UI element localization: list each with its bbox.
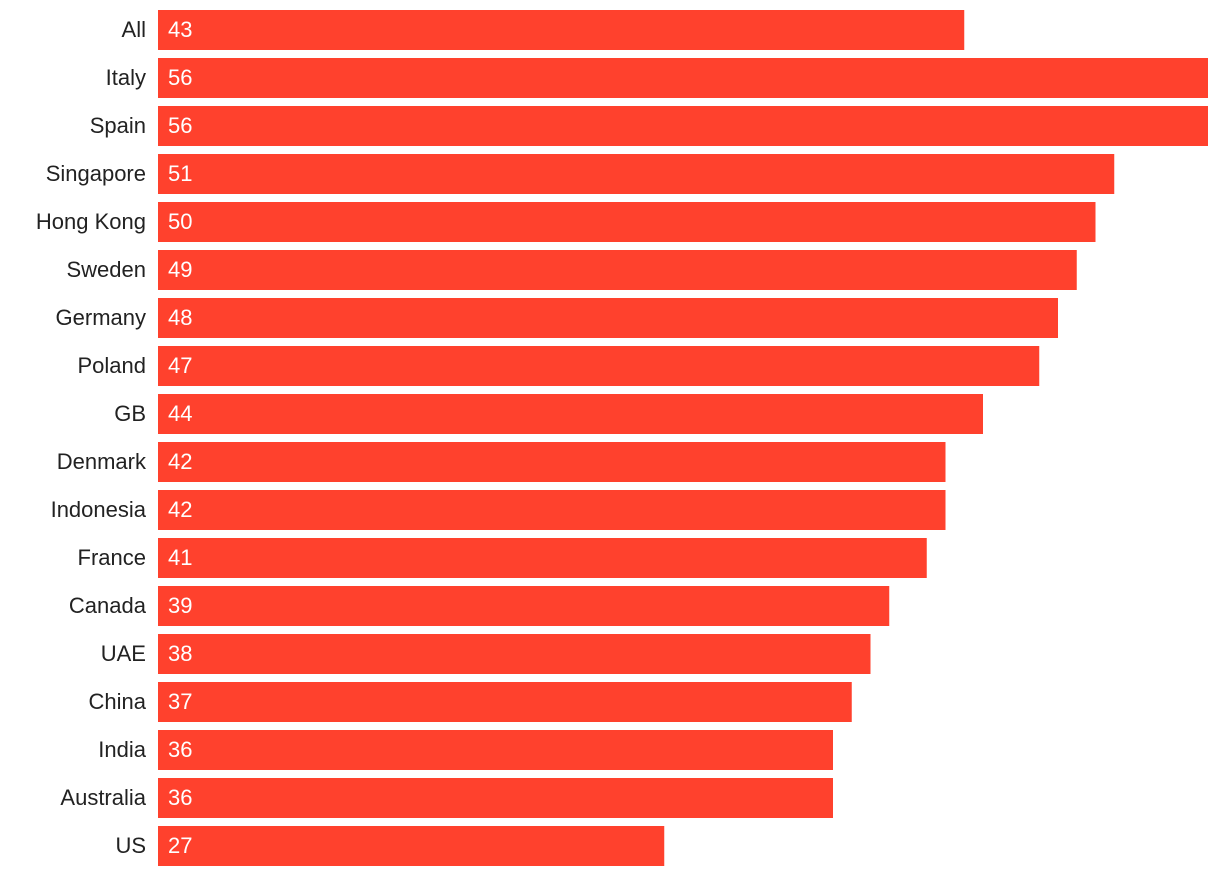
bar [158, 682, 852, 722]
data-label: 37 [168, 689, 192, 714]
bar [158, 394, 983, 434]
data-label: 42 [168, 449, 192, 474]
bar [158, 10, 965, 50]
category-label: Indonesia [51, 497, 147, 522]
category-label: US [115, 833, 146, 858]
category-label: Singapore [46, 161, 146, 186]
category-label: China [89, 689, 147, 714]
bar [158, 826, 665, 866]
data-label: 49 [168, 257, 192, 282]
category-label: UAE [101, 641, 146, 666]
bar [158, 778, 833, 818]
data-label: 27 [168, 833, 192, 858]
category-label: Denmark [57, 449, 147, 474]
bar [158, 250, 1077, 290]
bar [158, 634, 871, 674]
data-label: 51 [168, 161, 192, 186]
data-label: 56 [168, 65, 192, 90]
category-label: France [78, 545, 146, 570]
category-label: Italy [106, 65, 146, 90]
bar [158, 730, 833, 770]
bar [158, 442, 946, 482]
data-label: 38 [168, 641, 192, 666]
bar [158, 58, 1208, 98]
category-label: Poland [77, 353, 146, 378]
bar [158, 106, 1208, 146]
data-label: 39 [168, 593, 192, 618]
bar [158, 346, 1040, 386]
category-label: Sweden [66, 257, 146, 282]
category-label: Australia [60, 785, 146, 810]
bar [158, 538, 927, 578]
category-label: India [98, 737, 146, 762]
bar [158, 490, 946, 530]
bar [158, 586, 890, 626]
category-label: GB [114, 401, 146, 426]
data-label: 50 [168, 209, 192, 234]
data-label: 47 [168, 353, 192, 378]
category-label: Spain [90, 113, 146, 138]
data-label: 56 [168, 113, 192, 138]
bar [158, 154, 1115, 194]
data-label: 36 [168, 737, 192, 762]
category-label: Canada [69, 593, 147, 618]
data-label: 44 [168, 401, 192, 426]
bar [158, 298, 1058, 338]
category-label: Germany [56, 305, 146, 330]
data-label: 43 [168, 17, 192, 42]
bar [158, 202, 1096, 242]
data-label: 36 [168, 785, 192, 810]
data-label: 42 [168, 497, 192, 522]
category-label: Hong Kong [36, 209, 146, 234]
category-label: All [122, 17, 146, 42]
data-label: 41 [168, 545, 192, 570]
data-label: 48 [168, 305, 192, 330]
